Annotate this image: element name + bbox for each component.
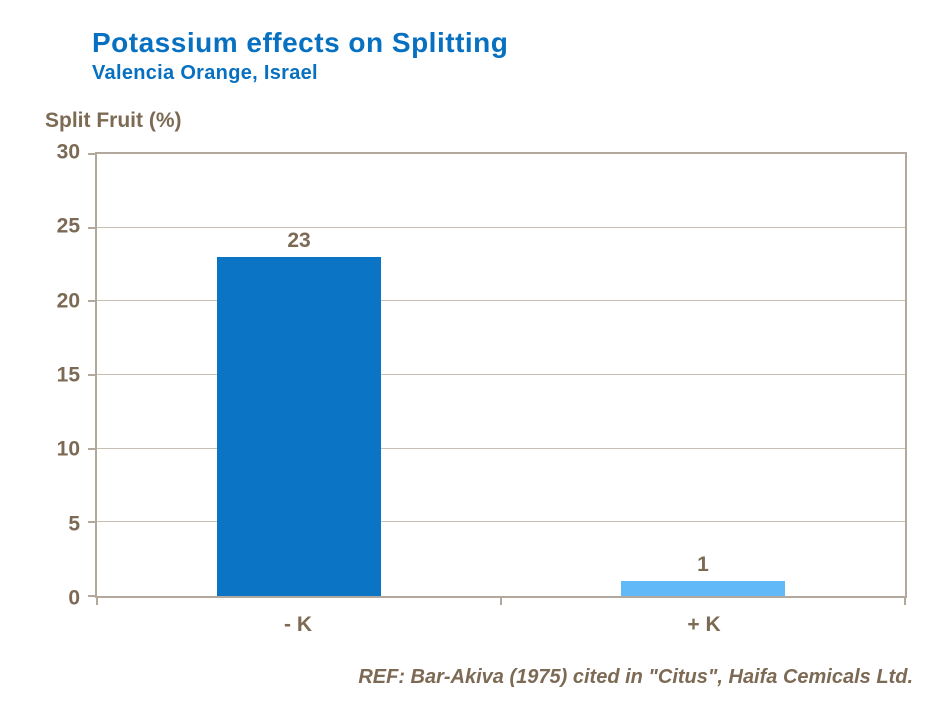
x-category-label: - K [284,613,312,636]
x-tick-mark [500,598,502,605]
bar-+K [621,581,785,596]
gridline [97,447,905,449]
gridline [97,374,905,375]
gridline [97,226,905,228]
gridline [97,300,905,302]
bar--K [217,257,381,596]
x-category-label: + K [687,613,721,636]
y-tick-label: 30 [56,140,80,164]
y-tick-mark [88,153,95,155]
chart-subtitle: Valencia Orange, Israel [92,62,318,84]
y-tick-mark [88,374,95,376]
plot-area: 23 1 [88,152,907,605]
y-tick-label: 20 [56,289,80,313]
y-tick-label: 15 [56,363,80,387]
y-tick-label: 10 [56,437,80,461]
chart-title: Potassium effects on Splitting [92,27,509,58]
gridline [97,521,905,523]
bar-value-label: 1 [697,553,709,577]
y-tick-mark [88,595,95,597]
y-tick-mark [88,521,95,524]
y-tick-label: 5 [68,512,80,536]
y-tick-label: 0 [68,586,80,610]
x-tick-mark [96,598,98,605]
x-axis-labels: - K + K [95,614,907,644]
y-axis-labels: 0 5 10 15 20 25 30 [0,142,80,609]
y-tick-mark [88,226,95,229]
y-tick-label: 25 [56,214,80,238]
bar-value-label: 23 [287,229,311,253]
y-tick-mark [88,447,95,450]
y-axis-title: Split Fruit (%) [45,109,182,132]
reference-text: REF: Bar-Akiva (1975) cited in "Citus", … [358,666,913,688]
y-tick-mark [88,300,95,303]
x-tick-mark [904,598,906,605]
